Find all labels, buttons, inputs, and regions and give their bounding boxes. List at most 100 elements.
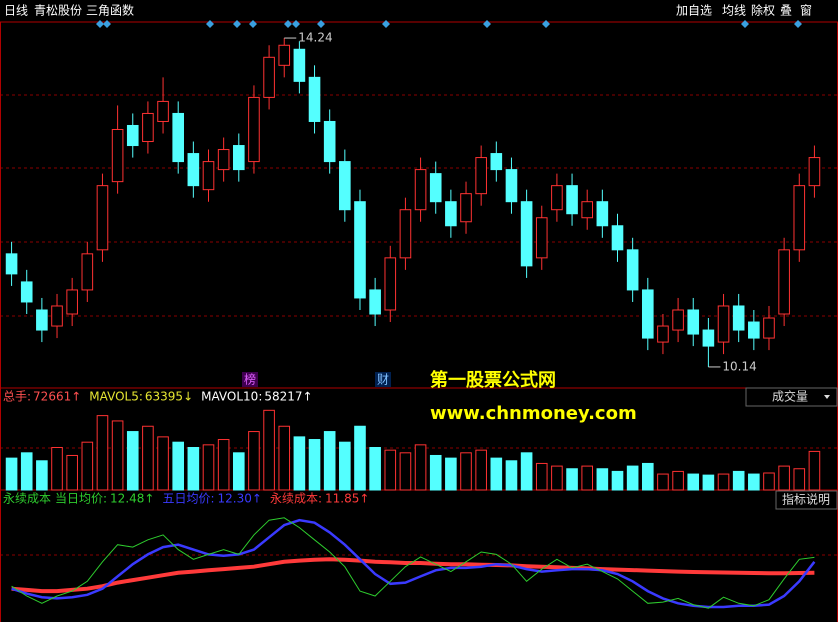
volume-bar [672,470,684,491]
marker[interactable]: 财 [377,373,389,387]
candle-body [626,249,639,291]
volume-bar [748,473,760,491]
help-button[interactable] [775,490,838,510]
candle-body [808,157,821,187]
volume-bar [490,457,503,491]
volume-bar [187,447,200,491]
candle-body [429,173,442,203]
candle-body [687,309,700,335]
marker-box [375,372,391,387]
stock-name: 青松股份 [34,4,82,18]
candle-body [672,309,684,331]
candle-body [293,48,306,82]
volume-bar [81,441,94,491]
volume-bar [217,439,230,491]
volume-bar [126,431,139,491]
candle-body [217,149,230,171]
candle-body [399,209,412,259]
volume-bar [20,452,33,491]
candle-body [142,112,154,143]
volume-bar [232,452,245,491]
toolbar-button[interactable]: 均线 [722,4,746,18]
candle-body [732,305,745,331]
indicator-line [11,517,815,609]
volume-selector-label[interactable]: 成交量 [772,389,808,404]
candle-body [384,257,397,311]
period[interactable]: 日线 [4,4,28,18]
candle-body [36,309,48,331]
volume-bar [142,425,154,491]
volume-bar [581,465,594,491]
help-label[interactable]: 指标说明 [782,492,830,507]
candle-body [202,161,215,191]
candle-body [339,161,351,211]
volume-bar [778,465,790,491]
toolbar-button[interactable]: 窗 [800,4,812,18]
watermark-url: www.chnmoney.com [430,403,637,424]
candle-body [354,201,366,299]
max-label: 14.24 [298,31,332,45]
legend-value: 12.48↑ [110,492,154,506]
volume-bar [732,470,745,491]
toolbar-button[interactable]: 除权 [751,3,775,18]
candle-body [263,56,275,98]
candle-body [460,193,472,223]
volume-bar [293,436,306,491]
candle-body [702,329,715,347]
candle-body [51,305,63,327]
candle-body [187,153,200,187]
candle-body [111,128,124,183]
volume-bar [202,444,215,491]
candle-body [414,169,427,211]
candle-body [5,253,18,275]
marker[interactable]: 榜 [244,372,256,387]
volume-bar [414,444,427,491]
volume-readout-label: MAVOL10: [201,390,262,404]
volume-bar [96,415,109,491]
candle-body [278,44,291,66]
volume-bar [157,436,169,491]
indicator-line [11,518,816,609]
toolbar-button[interactable]: 加自选 [676,4,712,18]
candle-body [172,112,185,163]
indicator-line [11,557,815,594]
marker-box [242,372,258,387]
candle-body [566,185,578,215]
volume-bar [702,474,715,491]
legend-value: 11.85↑ [325,492,369,506]
volume-selector[interactable] [745,387,838,407]
volume-bar [475,449,487,491]
candle-body [232,145,245,171]
candle-body [641,289,654,339]
volume-bar [111,420,124,491]
candle-body [505,169,518,203]
legend-name: 永续成本: [270,492,322,506]
candle-body [535,217,548,259]
volume-bar [641,462,654,491]
candle-body [248,96,260,163]
candle-body [581,201,594,219]
candle-body [748,321,760,339]
volume-bar [263,409,275,491]
volume-bar [611,470,624,491]
candle-body [20,281,33,303]
candle-body [475,157,487,195]
indicator-title: 永续成本 [3,492,51,506]
candle-body [66,289,78,315]
candle-body [126,124,139,147]
volume-bar [429,454,442,491]
volume-readout-value: 58217↑ [264,390,312,404]
toolbar-button[interactable]: 叠 [780,4,792,18]
watermark-name: 第一股票公式网 [430,369,556,391]
legend-value: 12.30↑ [218,492,262,506]
candle-body [490,153,503,171]
candle-body [596,201,609,227]
legend-name: 当日均价: [55,492,107,506]
candle-body [445,201,457,227]
event-markers [96,20,802,28]
volume-bar [793,468,806,491]
candle-body [308,76,321,122]
volume-bar [535,462,548,491]
